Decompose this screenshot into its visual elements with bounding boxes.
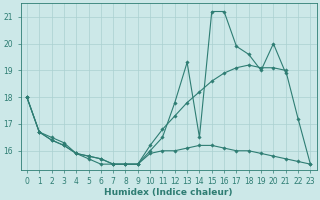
X-axis label: Humidex (Indice chaleur): Humidex (Indice chaleur)	[104, 188, 233, 197]
